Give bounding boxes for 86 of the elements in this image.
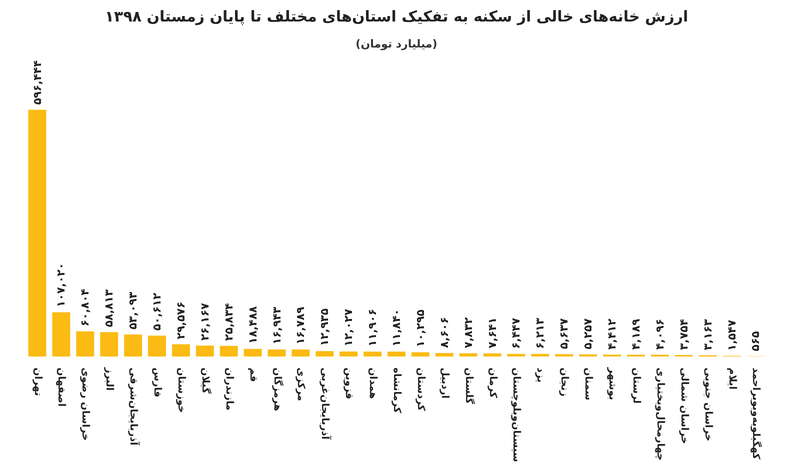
x-tick-label: اصفهان [56, 368, 67, 407]
x-tick-label: کرمانشاه [391, 368, 402, 414]
x-tick-label: کهگیلویه‌وبویراحمد [750, 368, 764, 460]
data-label: ۵۸,۸۱۳ [102, 289, 116, 328]
data-label: ۷,۶۴۱ [486, 317, 499, 348]
bar [316, 351, 334, 356]
x-tick-label: آذربایجان‌شرقی [128, 368, 141, 446]
data-label: ۵۶۵ [749, 330, 762, 352]
data-label: ۲۹,۵۷۶ [174, 302, 188, 340]
data-label: ۱۸,۴۸۸ [246, 306, 260, 344]
data-label: ۵,۶۳۷ [558, 318, 571, 350]
data-label: ۶۰,۸۰۴ [78, 288, 92, 326]
x-tick-label: خراسان جنوبی [702, 368, 714, 442]
x-tick-label: قزوین [343, 368, 354, 400]
bar [148, 336, 166, 356]
x-tick-label: ایلام [726, 368, 738, 390]
x-tick-label: سیستان‌وبلوچستان [510, 368, 522, 462]
chart-title: ارزش خانه‌های خالی از سکنه به تفکیک استان‌های مختلف تا پایان زمستان ۱۳۹۸ [104, 8, 688, 26]
data-label: ۸,۶۰۶ [438, 316, 451, 348]
data-label: ۱۰,۲۹۵ [414, 309, 427, 348]
chart-subtitle: (میلیارد تومان) [356, 38, 438, 50]
data-label: ۵۹۶,۴۴۴ [30, 60, 44, 105]
bar [531, 354, 550, 356]
data-label: ۴,۰۹۶ [653, 318, 666, 350]
bar [388, 352, 406, 356]
bar [28, 110, 46, 356]
x-tick-label: بوشهر [606, 366, 618, 400]
bar [459, 353, 478, 356]
bar [435, 352, 454, 356]
x-tick-label: کردستان [414, 368, 426, 412]
data-label: ۵,۲۵۷ [582, 318, 595, 350]
x-tick-label: کرمان [486, 368, 498, 398]
x-tick-label: تهران [32, 368, 43, 396]
x-tick-label: قم [247, 368, 258, 382]
x-tick-label: فارس [152, 368, 163, 398]
data-label: ۳,۱۶۳ [701, 318, 714, 350]
bar [292, 350, 310, 356]
x-tick-label: آذربایجان‌غربی [319, 368, 332, 440]
x-tick-label: یزد [534, 368, 546, 383]
data-label: ۴,۴۱۲ [606, 318, 619, 350]
bar [172, 344, 190, 356]
bar [100, 332, 118, 356]
data-label: ۱۲,۰۲۷ [342, 308, 356, 347]
data-label: ۴,۱۸۹ [629, 318, 642, 350]
x-tick-label: چهارمحال‌وبختیاری [654, 368, 666, 461]
data-label: ۱۰۷,۰۲۰ [54, 262, 68, 308]
data-label: ۵۰,۶۱۲ [150, 292, 164, 331]
x-tick-label: هرمزگان [271, 368, 284, 412]
x-tick-label: گلستان [462, 368, 476, 404]
data-label: ۷,۸۳۲ [462, 316, 475, 348]
bar [220, 346, 238, 356]
bar [76, 331, 94, 356]
x-tick-label: خراسان شمالی [678, 368, 690, 444]
bar [340, 352, 358, 356]
x-tick-label: گیلان [199, 368, 212, 394]
x-tick-label: همدان [367, 368, 378, 399]
x-tick-label: البرز [104, 366, 115, 391]
data-label: ۲۶,۱۶۷ [198, 302, 212, 341]
bar [411, 352, 430, 356]
data-label: ۶,۴۴۷ [510, 318, 523, 349]
data-label: ۱۶,۹۴۳ [270, 306, 284, 344]
bar [52, 312, 70, 356]
data-label: ۵۳,۰۹۳ [126, 292, 140, 330]
x-tick-label: خوزستان [175, 368, 186, 413]
data-label: ۲۵,۸۳۴ [222, 302, 236, 341]
x-tick-label: خراسان رضوی [80, 368, 91, 441]
x-tick-label: سمنان [582, 368, 594, 401]
data-label: ۱۱,۹۰۶ [366, 308, 380, 347]
data-label: ۱۲,۹۳۵ [318, 308, 332, 346]
bar [483, 353, 502, 356]
data-label: ۳,۷۵۴ [677, 318, 690, 350]
x-tick-label: مرکزی [295, 368, 306, 402]
data-label: ۱۶,۷۸۹ [294, 306, 308, 345]
bar [124, 334, 142, 356]
bar [196, 346, 214, 356]
x-tick-label: مازندران [223, 368, 234, 410]
bar [507, 354, 526, 356]
bar [364, 352, 382, 356]
data-label: ۱۱,۸۴۰ [390, 308, 403, 347]
x-tick-label: اردبیل [438, 368, 450, 399]
bar [268, 349, 286, 356]
bar [244, 348, 262, 356]
x-tick-label: لرستان [630, 368, 642, 404]
data-label: ۱,۵۴۷ [725, 320, 738, 351]
data-label: ۶,۲۱۳ [534, 318, 547, 349]
x-tick-label: زنجان [558, 368, 570, 397]
